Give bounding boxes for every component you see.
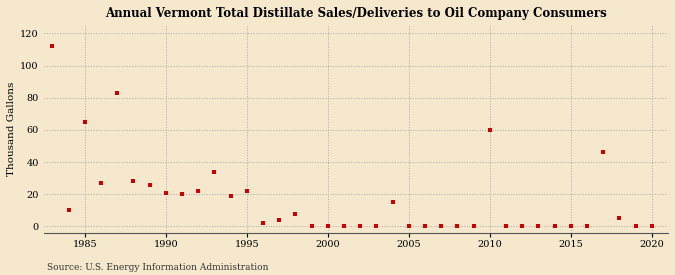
Point <box>355 224 366 229</box>
Point <box>517 224 528 229</box>
Point <box>339 224 350 229</box>
Point <box>209 169 220 174</box>
Y-axis label: Thousand Gallons: Thousand Gallons <box>7 82 16 176</box>
Point <box>242 189 252 193</box>
Point <box>549 224 560 229</box>
Point <box>420 224 431 229</box>
Point <box>225 194 236 198</box>
Point <box>323 224 333 229</box>
Point <box>630 224 641 229</box>
Point <box>144 182 155 187</box>
Point <box>598 150 609 155</box>
Point <box>468 224 479 229</box>
Point <box>387 200 398 205</box>
Point <box>258 221 269 226</box>
Point <box>566 224 576 229</box>
Point <box>290 211 301 216</box>
Title: Annual Vermont Total Distillate Sales/Deliveries to Oil Company Consumers: Annual Vermont Total Distillate Sales/De… <box>105 7 607 20</box>
Point <box>404 224 414 229</box>
Point <box>485 128 495 132</box>
Point <box>436 224 447 229</box>
Point <box>161 190 171 195</box>
Point <box>647 224 657 229</box>
Point <box>193 189 204 193</box>
Point <box>533 224 544 229</box>
Point <box>614 216 625 221</box>
Point <box>47 44 58 48</box>
Point <box>582 224 593 229</box>
Point <box>452 224 463 229</box>
Point <box>501 224 512 229</box>
Point <box>306 224 317 229</box>
Point <box>371 224 382 229</box>
Point <box>112 91 123 95</box>
Point <box>63 208 74 213</box>
Point <box>80 120 90 124</box>
Point <box>177 192 188 196</box>
Point <box>96 181 107 185</box>
Text: Source: U.S. Energy Information Administration: Source: U.S. Energy Information Administ… <box>47 263 269 272</box>
Point <box>128 179 139 184</box>
Point <box>274 218 285 222</box>
